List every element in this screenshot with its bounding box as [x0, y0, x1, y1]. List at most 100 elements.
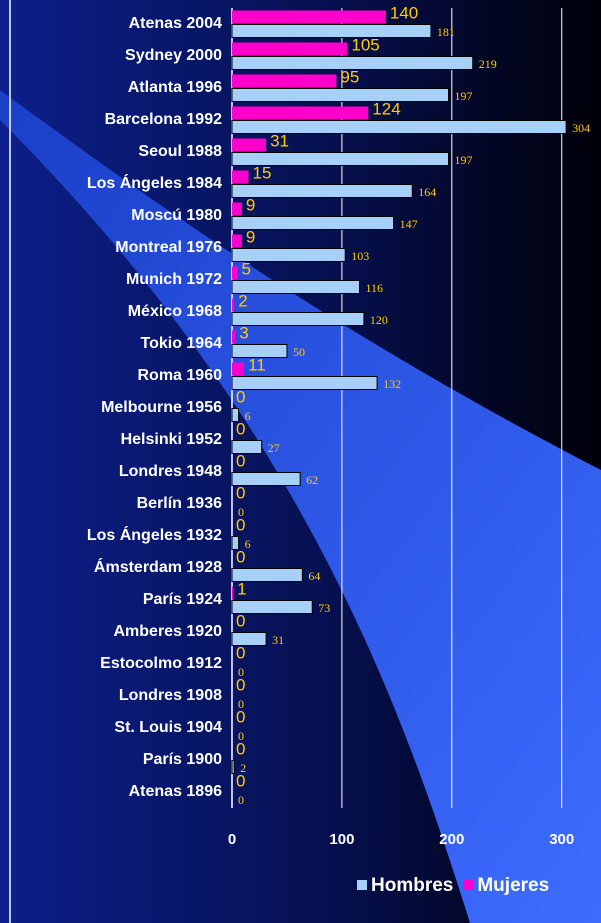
bar — [231, 216, 395, 230]
bar — [232, 362, 245, 376]
value-label: 95 — [340, 67, 359, 86]
bar — [232, 42, 348, 56]
value-label: 0 — [238, 729, 244, 743]
bar — [231, 408, 240, 422]
bar — [231, 88, 450, 102]
y-tick-label: Atlanta 1996 — [128, 79, 222, 96]
value-label: 6 — [245, 409, 251, 423]
value-label: 124 — [372, 99, 400, 118]
legend-label: Hombres — [371, 875, 453, 896]
bar — [231, 248, 346, 262]
value-label: 197 — [455, 89, 473, 103]
value-label: 0 — [236, 483, 245, 502]
y-tick-label: París 1924 — [143, 591, 222, 608]
y-tick-label: Tokio 1964 — [140, 335, 222, 352]
y-tick-label: Roma 1960 — [138, 367, 223, 384]
value-label: 62 — [306, 473, 318, 487]
y-tick-label: Sydney 2000 — [125, 47, 222, 64]
bar — [231, 440, 263, 454]
y-tick-label: Londres 1908 — [119, 687, 222, 704]
y-tick-label: Atenas 1896 — [129, 783, 222, 800]
value-label: 0 — [236, 611, 245, 630]
bar — [231, 472, 301, 486]
value-label: 103 — [351, 249, 369, 263]
value-label: 6 — [245, 537, 251, 551]
value-label: 0 — [236, 547, 245, 566]
value-label: 2 — [240, 761, 246, 775]
value-label: 0 — [236, 515, 245, 534]
bar — [232, 106, 369, 120]
value-label: 9 — [246, 227, 255, 246]
legend-swatch — [463, 880, 474, 890]
value-label: 0 — [236, 643, 245, 662]
bar — [231, 760, 235, 774]
bar — [232, 74, 337, 88]
y-tick-label: Ámsterdam 1928 — [94, 557, 222, 576]
y-tick-label: Estocolmo 1912 — [100, 655, 222, 672]
value-label: 1 — [237, 579, 246, 598]
value-label: 181 — [437, 25, 455, 39]
bar — [231, 536, 240, 550]
value-label: 0 — [236, 451, 245, 470]
value-label: 0 — [238, 665, 244, 679]
bar — [231, 312, 365, 326]
bar — [232, 138, 267, 152]
y-tick-label: Berlín 1936 — [137, 495, 222, 512]
y-tick-label: México 1968 — [128, 303, 222, 320]
value-label: 0 — [236, 739, 245, 758]
value-label: 164 — [418, 185, 436, 199]
y-tick-label: Munich 1972 — [126, 271, 222, 288]
bar — [232, 202, 242, 216]
bar — [231, 280, 360, 294]
x-tick-label: 300 — [549, 831, 574, 848]
y-tick-label: Montreal 1976 — [115, 239, 222, 256]
value-label: 304 — [572, 121, 590, 135]
value-label: 31 — [272, 633, 284, 647]
value-label: 9 — [246, 195, 255, 214]
bar — [232, 330, 236, 344]
value-label: 132 — [383, 377, 401, 391]
value-label: 105 — [351, 35, 379, 54]
bar — [231, 376, 378, 390]
swoosh — [0, 90, 601, 923]
value-label: 3 — [239, 323, 248, 342]
legend-swatch — [357, 880, 367, 890]
x-tick-label: 200 — [439, 831, 464, 848]
y-tick-label: Melbourne 1956 — [101, 399, 222, 416]
bar — [232, 298, 235, 312]
x-tick-label: 100 — [329, 831, 354, 848]
x-tick-label: 0 — [228, 831, 236, 848]
value-label: 116 — [365, 281, 383, 295]
value-label: 64 — [308, 569, 320, 583]
value-label: 11 — [248, 355, 266, 374]
y-tick-label: Helsinki 1952 — [121, 431, 223, 448]
bar — [231, 600, 313, 614]
value-label: 0 — [236, 771, 245, 790]
value-label: 147 — [400, 217, 418, 231]
value-label: 50 — [293, 345, 305, 359]
value-label: 0 — [236, 707, 245, 726]
legend-label: Mujeres — [477, 875, 549, 896]
y-tick-label: St. Louis 1904 — [114, 719, 222, 736]
bar — [232, 234, 242, 248]
bar — [231, 152, 450, 166]
y-tick-label: Amberes 1920 — [113, 623, 222, 640]
y-tick-label: Atenas 2004 — [129, 15, 222, 32]
value-label: 5 — [241, 259, 250, 278]
bar — [232, 586, 234, 600]
bar — [231, 120, 567, 134]
y-tick-label: Barcelona 1992 — [105, 111, 223, 128]
value-label: 2 — [238, 291, 247, 310]
bar — [232, 266, 238, 280]
value-label: 140 — [390, 3, 418, 22]
bar — [232, 170, 249, 184]
bar — [231, 632, 267, 646]
value-label: 0 — [236, 387, 245, 406]
value-label: 15 — [252, 163, 271, 182]
bar — [231, 24, 432, 38]
value-label: 0 — [236, 675, 245, 694]
value-label: 31 — [270, 131, 289, 150]
y-tick-label: París 1900 — [143, 751, 222, 768]
bar — [231, 568, 303, 582]
